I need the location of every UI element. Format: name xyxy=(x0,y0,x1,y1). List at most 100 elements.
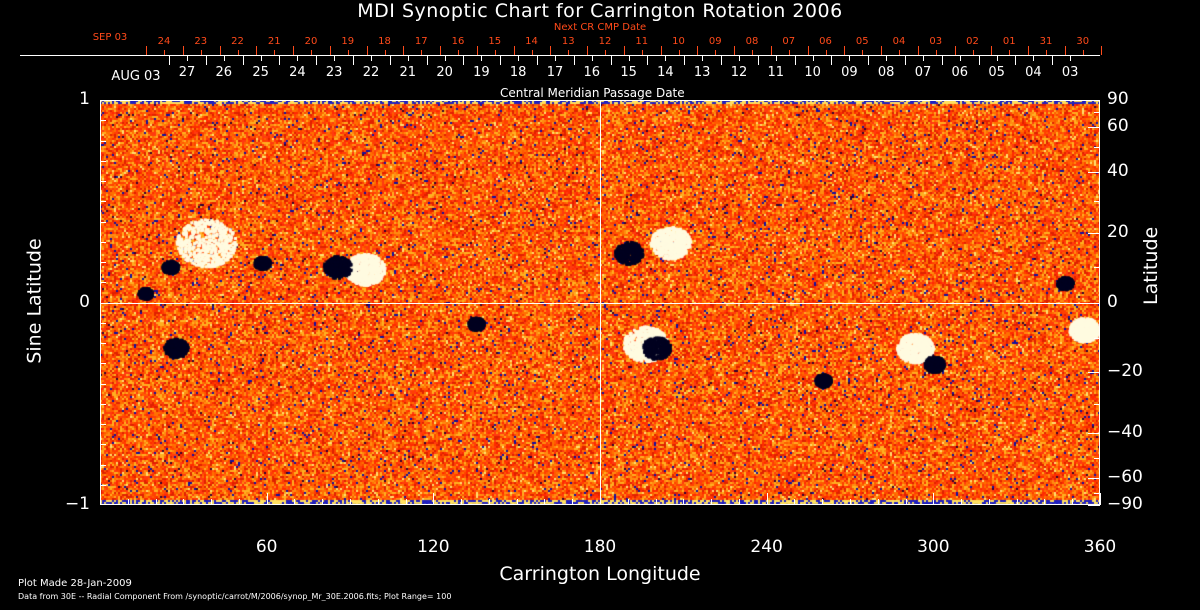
cmp-date-minor-tick xyxy=(407,56,409,61)
x-minor-tick xyxy=(850,499,851,505)
x-minor-tick xyxy=(738,499,740,505)
cmp-date-major-tick xyxy=(794,56,796,65)
next-date-major-tick xyxy=(734,46,735,55)
next-date-major-tick xyxy=(440,46,441,55)
y-left-minor-tick xyxy=(100,403,106,405)
y-left-minor-tick xyxy=(100,302,106,304)
cmp-date-minor-tick xyxy=(996,56,998,61)
x-major-tick xyxy=(766,493,768,505)
next-date-label: 07 xyxy=(782,36,796,47)
y-left-tick-label: 0 xyxy=(79,291,90,312)
cmp-date-major-tick xyxy=(463,56,465,65)
cmp-date-major-tick xyxy=(684,56,686,65)
cmp-date-minor-tick xyxy=(775,56,777,61)
cmp-date-minor-tick xyxy=(591,56,593,61)
x-major-tick xyxy=(933,493,935,505)
next-date-minor-tick xyxy=(678,50,680,55)
cmp-date-label: 12 xyxy=(730,65,748,80)
y-right-tick xyxy=(1088,477,1100,479)
next-date-label: 11 xyxy=(635,36,649,47)
cmp-date-minor-tick xyxy=(223,56,225,61)
x-minor-tick xyxy=(822,499,824,505)
y-left-minor-tick xyxy=(100,282,106,284)
next-date-major-tick xyxy=(293,46,294,55)
next-date-minor-tick xyxy=(1046,50,1047,55)
cmp-date-minor-tick xyxy=(849,56,851,61)
y-right-minor-tick xyxy=(1094,147,1100,149)
y-right-tick-label: −90 xyxy=(1107,494,1143,514)
cmp-date-label: 11 xyxy=(767,65,785,80)
y-right-tick xyxy=(1088,302,1100,304)
y-right-tick xyxy=(1088,505,1100,506)
x-major-tick xyxy=(433,493,435,505)
cmp-date-major-tick xyxy=(647,56,649,65)
x-minor-tick xyxy=(961,499,963,505)
next-date-minor-tick xyxy=(164,50,165,55)
next-date-major-tick xyxy=(1101,46,1102,55)
x-tick-label: 240 xyxy=(750,537,783,557)
cmp-date-minor-tick xyxy=(702,56,704,61)
y-left-tick-label: −1 xyxy=(64,494,90,514)
x-major-tick xyxy=(600,493,601,505)
y-left-minor-tick xyxy=(100,484,106,486)
next-date-label: 05 xyxy=(855,36,869,47)
next-date-major-tick xyxy=(1028,46,1029,55)
y-right-minor-tick xyxy=(1094,267,1100,269)
y-left-minor-tick xyxy=(100,322,106,324)
y-right-tick-label: 90 xyxy=(1107,89,1129,109)
next-date-minor-tick xyxy=(788,50,790,55)
next-date-label: 08 xyxy=(745,36,759,47)
y-right-minor-tick xyxy=(1094,337,1100,339)
y-right-tick-label: −20 xyxy=(1107,360,1143,381)
next-date-minor-tick xyxy=(641,50,643,55)
next-date-major-tick xyxy=(917,46,919,55)
cmp-date-label: 05 xyxy=(988,65,1005,80)
y-right-minor-tick xyxy=(1094,457,1100,459)
next-first-label: SEP 03 xyxy=(92,32,128,43)
y-right-tick-label: 40 xyxy=(1107,161,1129,182)
next-date-label: 09 xyxy=(708,36,722,47)
y-left-minor-tick xyxy=(100,140,106,142)
next-date-major-tick xyxy=(660,46,662,55)
x-tick-label: 60 xyxy=(255,537,278,557)
cmp-axis-title: Central Meridian Passage Date xyxy=(500,86,685,100)
cmp-date-minor-tick xyxy=(555,56,556,61)
cmp-date-major-tick xyxy=(1015,56,1017,65)
x-minor-tick xyxy=(461,499,463,505)
cmp-date-label: 04 xyxy=(1025,65,1042,80)
x-minor-tick xyxy=(627,499,629,505)
next-date-minor-tick xyxy=(605,50,606,55)
next-date-label: 03 xyxy=(929,36,943,47)
next-date-minor-tick xyxy=(200,50,202,55)
cmp-date-major-tick xyxy=(500,56,502,65)
cmp-date-minor-tick xyxy=(260,56,262,61)
cmp-date-major-tick xyxy=(389,56,391,65)
cmp-date-label: 15 xyxy=(620,65,637,80)
cmp-date-label: 26 xyxy=(215,65,233,80)
y-left-minor-tick xyxy=(100,262,106,263)
next-date-minor-tick xyxy=(274,50,276,55)
next-date-label: 12 xyxy=(598,36,612,47)
x-tick-label: 120 xyxy=(417,537,450,557)
y-left-minor-tick xyxy=(100,241,106,243)
cmp-date-label: 24 xyxy=(289,65,306,80)
x-minor-tick xyxy=(377,499,379,505)
y-axis-label-right: Latitude xyxy=(1140,226,1162,305)
x-tick-label: 180 xyxy=(583,537,617,557)
top-axis-line xyxy=(20,55,1100,56)
cmp-date-label: 10 xyxy=(804,65,821,80)
x-minor-tick xyxy=(655,499,657,505)
x-minor-tick xyxy=(572,499,574,505)
y-right-tick-label: 0 xyxy=(1107,291,1118,312)
cmp-date-major-tick xyxy=(721,56,722,65)
x-minor-tick xyxy=(516,499,518,505)
y-right-tick xyxy=(1088,127,1100,129)
x-minor-tick xyxy=(322,499,324,505)
next-date-label: 18 xyxy=(378,36,391,47)
next-date-major-tick xyxy=(366,46,368,55)
x-minor-tick xyxy=(488,499,490,505)
y-right-tick xyxy=(1088,233,1100,235)
y-right-tick-label: 20 xyxy=(1107,222,1129,243)
next-date-major-tick xyxy=(219,46,221,55)
next-date-major-tick xyxy=(329,46,331,55)
